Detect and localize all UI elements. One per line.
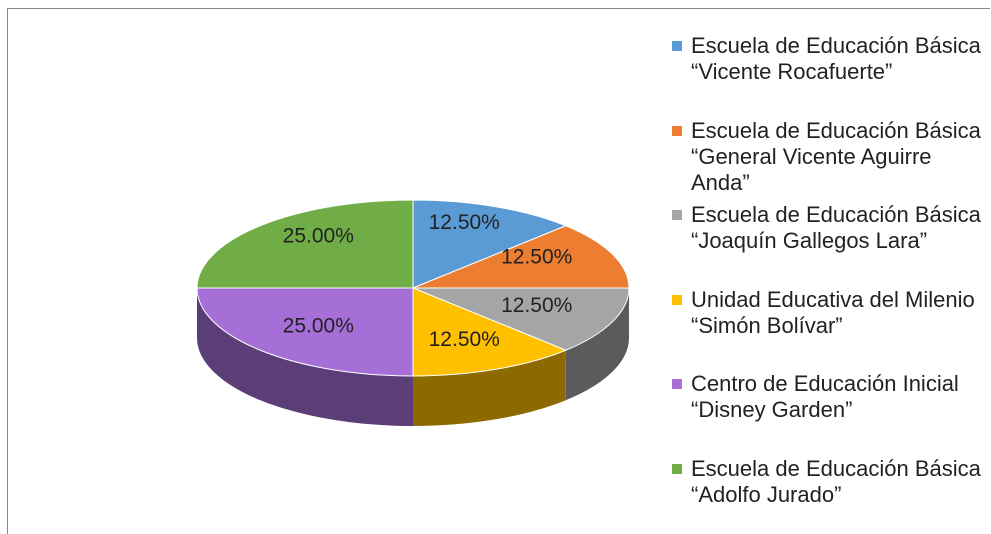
pie-slice (196, 199, 414, 289)
legend-item: Unidad Educativa del Milenio “Simón Bolí… (672, 287, 988, 372)
data-label: 25.00% (283, 225, 354, 248)
data-label: 12.50% (429, 211, 500, 234)
pie-slice (412, 199, 568, 289)
pie-tops (196, 199, 630, 377)
legend-swatch (672, 379, 682, 389)
legend: Escuela de Educación Básica “Vicente Roc… (672, 33, 988, 534)
legend-item: Escuela de Educación Básica “Joaquín Gal… (672, 202, 988, 287)
legend-label: Escuela de Educación Básica “General Vic… (691, 117, 981, 195)
data-label: 25.00% (283, 314, 354, 337)
legend-label: Unidad Educativa del Milenio “Simón Bolí… (691, 286, 975, 338)
data-labels: 12.50%12.50%12.50%12.50%25.00%25.00% (283, 211, 573, 351)
pie-slice (412, 287, 568, 377)
pie-sides (197, 288, 629, 426)
data-label: 12.50% (429, 328, 500, 351)
legend-label: Escuela de Educación Básica “Vicente Roc… (691, 33, 981, 84)
legend-label: Centro de Educación Inicial “Disney Gard… (691, 371, 959, 422)
legend-label: Escuela de Educación Básica “Adolfo Jura… (691, 455, 981, 507)
data-label: 12.50% (501, 245, 572, 268)
pie-slice (412, 287, 630, 351)
pie-slice (196, 287, 414, 377)
legend-swatch (672, 125, 682, 136)
pie-slice (412, 225, 630, 289)
legend-item: Escuela de Educación Básica “General Vic… (672, 118, 988, 203)
legend-item: Centro de Educación Inicial “Disney Gard… (672, 371, 988, 456)
legend-label: Escuela de Educación Básica “Joaquín Gal… (691, 202, 981, 253)
legend-item: Escuela de Educación Básica “Vicente Roc… (672, 33, 988, 118)
legend-swatch (672, 294, 682, 305)
frame (7, 8, 990, 534)
pie-side (197, 288, 413, 426)
legend-swatch (672, 41, 682, 51)
pie-side (565, 288, 629, 401)
pie-side (413, 350, 566, 426)
data-label: 12.50% (501, 294, 572, 317)
legend-item: Escuela de Educación Básica “Adolfo Jura… (672, 456, 988, 534)
legend-swatch (672, 463, 682, 474)
legend-swatch (672, 210, 682, 220)
